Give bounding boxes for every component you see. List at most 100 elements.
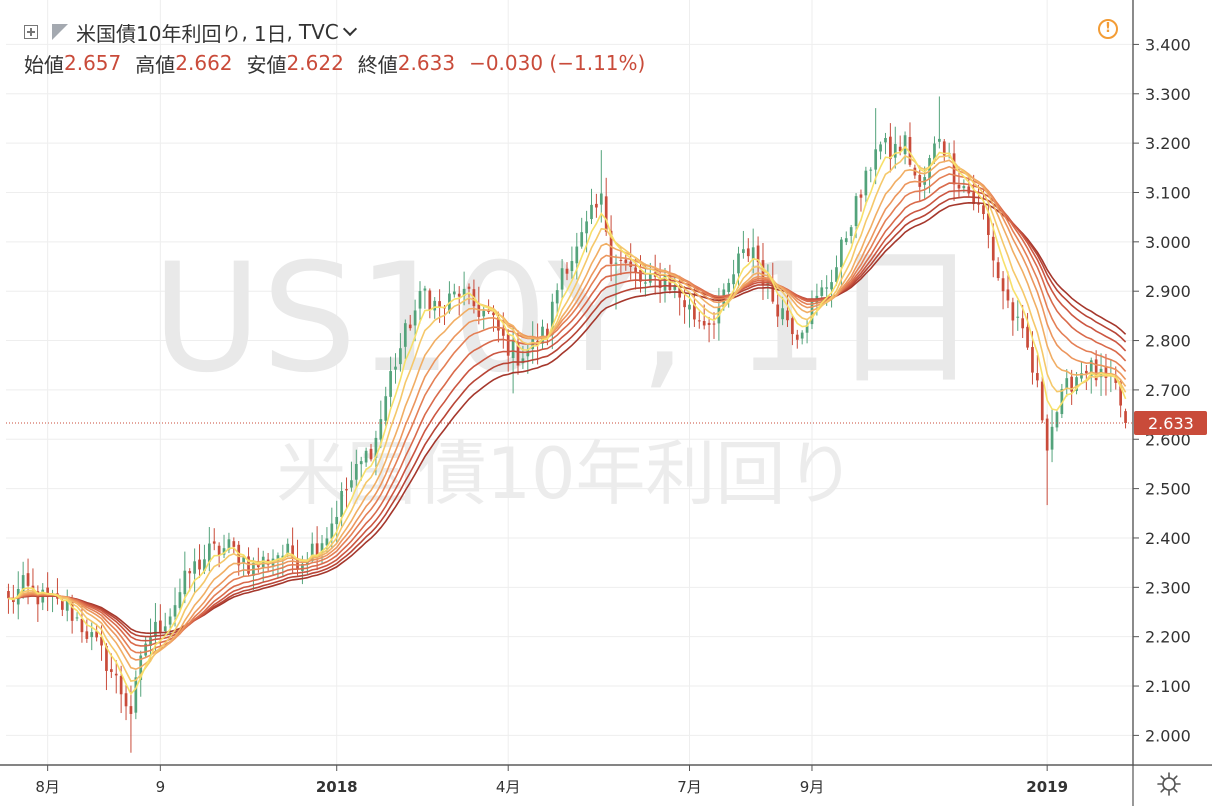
candle-body [585,221,588,234]
candle [800,330,804,345]
candle-body [369,448,373,460]
candle [462,271,466,306]
candle-body [315,543,319,556]
interval-label[interactable]: 1日 [253,21,287,46]
candle-body [1075,377,1078,392]
candle [918,165,922,202]
candle-body [795,334,799,340]
candle-body [830,282,833,290]
candle-body [1104,366,1108,378]
candle [982,190,985,220]
candle-body [599,193,603,205]
candle-body [893,143,897,158]
candle [1050,408,1054,463]
candle [183,551,187,604]
candle-body [604,196,608,232]
plus-box-icon[interactable] [24,25,38,39]
symbol-row[interactable]: 米国債10年利回り , 1日 , TVC [24,16,659,48]
candle-body [693,303,696,320]
candle-body [178,592,182,608]
candle [129,685,133,753]
candle [795,329,799,349]
candle-body [688,304,691,310]
candle [1045,414,1049,506]
candle-body [428,290,432,310]
candle-body [26,573,30,586]
candle-body [918,174,922,187]
price-label-background [1134,410,1207,435]
alert-icon[interactable]: ! [1098,19,1118,39]
symbol-title[interactable]: 米国債10年利回り [76,21,242,46]
candle-body [330,523,334,539]
candle-body [75,617,79,619]
candle-body [987,213,990,236]
candle [977,184,980,213]
candle [506,329,510,372]
candle [879,141,882,160]
candle [315,526,319,571]
candle [776,294,780,327]
candle-body [648,273,652,283]
candle-body [1016,316,1020,318]
candle [399,333,402,372]
chevron-down-icon[interactable] [342,21,357,37]
candle [565,262,569,281]
candle-body [36,591,40,605]
candle-body [1114,377,1118,383]
candle-body [1094,359,1098,381]
candle [732,259,735,293]
candle [781,296,784,326]
candle-body [550,301,554,335]
candle-body [232,541,236,547]
candle-body [854,196,858,227]
candle-body [271,558,275,566]
low-label: 安値 [246,52,287,77]
candle-body [840,239,843,268]
x-tick-label: 7月 [677,778,702,796]
candle-body [7,591,10,599]
candle [1011,297,1015,336]
ma-line-16 [8,165,1127,661]
candle-body [1085,370,1088,374]
candle-body [761,260,765,286]
candle [1080,362,1083,382]
candle-body [227,539,231,550]
candle [1040,376,1044,423]
exchange-label[interactable]: TVC [298,20,339,44]
y-tick-label: 3.100 [1145,183,1191,202]
candle-body [124,693,128,707]
candle [232,537,236,554]
candle [575,232,579,280]
candle-body [1040,381,1044,421]
candle [394,353,397,384]
candle-body [163,626,167,632]
candle [1124,408,1127,429]
candle-body [477,304,481,317]
flag-icon[interactable] [52,24,68,40]
candle-body [938,138,941,142]
candle-body [756,245,760,263]
candle-body [497,316,500,331]
candle [212,528,216,551]
candle-body [619,259,623,261]
candle-body [820,287,824,296]
candles [7,96,1127,753]
candle-body [296,558,299,569]
candle-body [663,274,667,291]
candle-body [46,587,49,598]
candle [599,150,603,223]
candle [207,527,211,572]
y-tick-label: 2.000 [1145,726,1191,745]
x-tick-label: 2018 [316,778,358,796]
candle [560,259,564,300]
candle [222,534,226,558]
candle-body [188,571,192,574]
candle-body [403,323,407,347]
candle-body [732,274,735,285]
candle [541,319,544,349]
candle [354,449,358,487]
candle-body [467,286,471,289]
gear-icon[interactable] [1156,771,1182,797]
